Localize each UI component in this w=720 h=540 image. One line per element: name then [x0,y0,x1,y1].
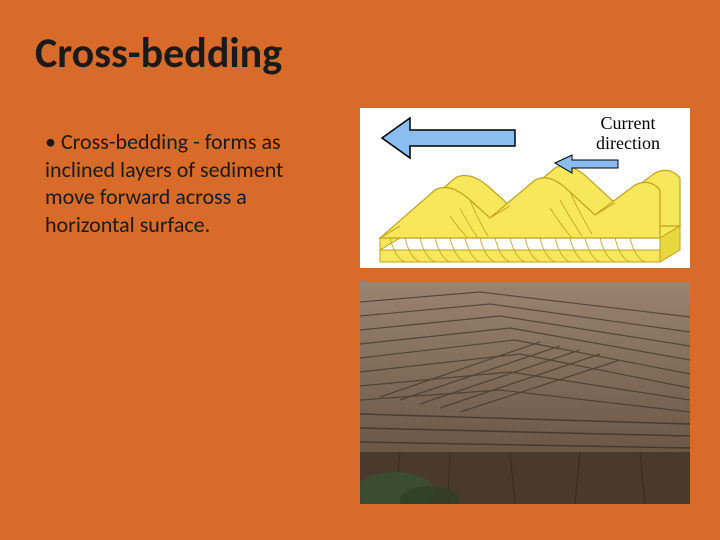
bullet-definition: Cross-bedding - forms as inclined layers… [45,128,335,238]
current-direction-label: Current direction [596,114,660,154]
sediment-layers [380,166,680,262]
crossbedding-photo [360,282,690,504]
crossbedding-diagram: Current direction [360,108,690,268]
big-arrow-icon [382,118,515,158]
slide-title: Cross-bedding [35,28,282,79]
